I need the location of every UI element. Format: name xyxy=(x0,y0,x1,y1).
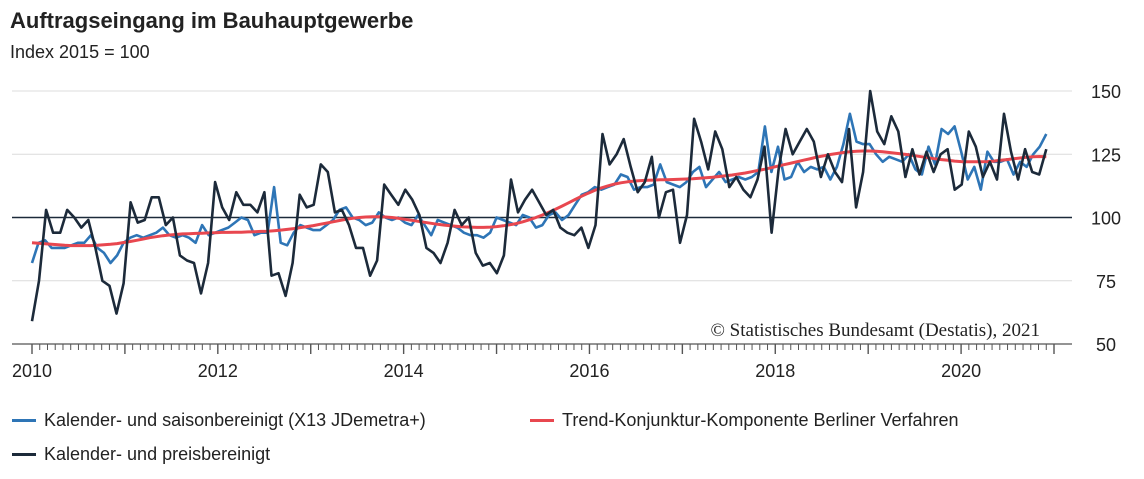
legend-label-seasonal: Kalender- und saisonbereinigt (X13 JDeme… xyxy=(44,410,426,430)
legend-label-trend: Trend-Konjunktur-Komponente Berliner Ver… xyxy=(562,410,959,430)
y-tick-label-75: 75 xyxy=(1096,272,1116,292)
legend-label-price: Kalender- und preisbereinigt xyxy=(44,444,271,464)
legend-swatch-trend xyxy=(530,419,554,422)
y-tick-label-125: 125 xyxy=(1091,145,1121,165)
chart-title: Auftragseingang im Bauhauptgewerbe xyxy=(10,8,414,33)
chart-subtitle: Index 2015 = 100 xyxy=(10,42,150,62)
legend-item-trend[interactable]: Trend-Konjunktur-Komponente Berliner Ver… xyxy=(530,410,959,431)
x-tick-label-2012: 2012 xyxy=(198,361,238,381)
series-line-price xyxy=(30,89,1048,322)
x-tick-label-2010: 2010 xyxy=(12,361,52,381)
legend-swatch-price xyxy=(12,453,36,456)
y-tick-label-100: 100 xyxy=(1091,209,1121,229)
legend-item-seasonal[interactable]: Kalender- und saisonbereinigt (X13 JDeme… xyxy=(12,410,426,431)
legend-item-price[interactable]: Kalender- und preisbereinigt xyxy=(12,444,270,465)
series-line-trend xyxy=(31,149,1047,248)
y-tick-label-150: 150 xyxy=(1091,82,1121,102)
copyright-text: © Statistisches Bundesamt (Destatis), 20… xyxy=(711,320,1041,341)
x-tick-label-2016: 2016 xyxy=(569,361,609,381)
x-tick-label-2014: 2014 xyxy=(384,361,424,381)
y-tick-label-50: 50 xyxy=(1096,335,1116,355)
series-line-seasonal xyxy=(30,112,1048,265)
x-tick-label-2020: 2020 xyxy=(941,361,981,381)
copyright-notice: © Statistisches Bundesamt (Destatis), 20… xyxy=(711,320,1041,341)
x-tick-label-2018: 2018 xyxy=(755,361,795,381)
legend-swatch-seasonal xyxy=(12,419,36,422)
